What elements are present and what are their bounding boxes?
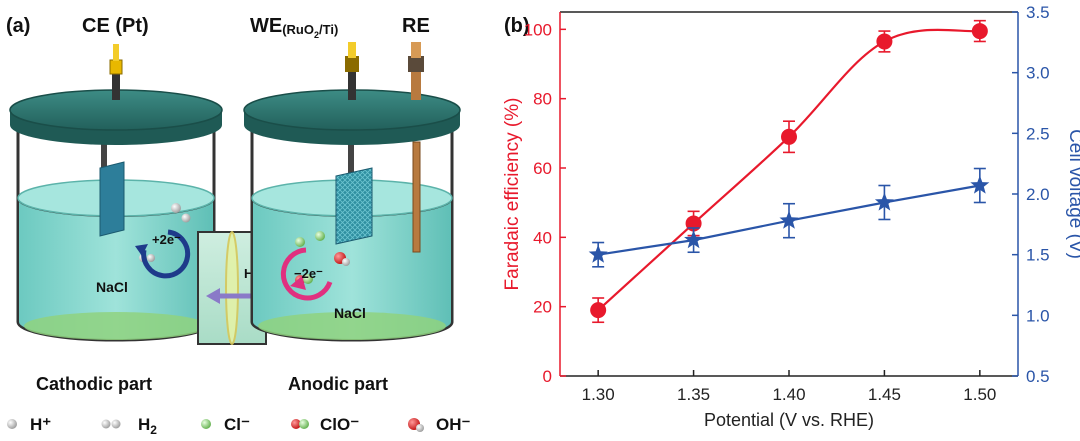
right-y-tick-label: 2.5 — [1026, 124, 1050, 143]
left-y-tick-label: 0 — [543, 367, 552, 386]
right-y-axis-label: Cell voltage (V) — [1065, 129, 1080, 259]
svg-text:ClO⁻: ClO⁻ — [320, 415, 359, 434]
cell-voltage-point — [588, 244, 608, 263]
cell-voltage-point — [779, 210, 799, 229]
cathode-electron-arrow — [141, 229, 191, 279]
h2-molecule-icon — [147, 254, 155, 262]
reference-electrode-label: RE — [402, 15, 430, 37]
anode-reaction-label: −2e⁻ — [294, 266, 323, 281]
right-y-tick-label: 0.5 — [1026, 367, 1050, 386]
nacl-label-cathode: NaCl — [96, 279, 128, 295]
cathode-reaction-label: +2e⁻ — [152, 232, 181, 247]
counter-electrode-label: CE (Pt) — [82, 15, 149, 37]
left-y-tick-label: 20 — [533, 298, 552, 317]
left-y-axis-label: Faradaic efficiency (%) — [502, 98, 523, 291]
legend-hydroxide: OH⁻ — [408, 415, 471, 434]
cell-voltage-point — [684, 230, 704, 249]
legend-h-plus: H⁺ — [7, 415, 51, 434]
cathodic-part-label: Cathodic part — [36, 374, 152, 394]
anodic-part-label: Anodic part — [288, 374, 388, 394]
faradaic-efficiency-line — [597, 28, 980, 311]
h-plus-icon — [7, 419, 17, 429]
right-y-tick-label: 3.0 — [1026, 64, 1050, 83]
x-tick-label: 1.45 — [868, 385, 901, 404]
left-y-tick-label: 100 — [524, 20, 552, 39]
left-y-tick-label: 40 — [533, 228, 552, 247]
legend-chloride: Cl⁻ — [201, 415, 250, 434]
hypochlorite-icon — [291, 419, 301, 429]
h2-molecule-icon — [101, 419, 111, 429]
svg-text:H⁺: H⁺ — [30, 415, 51, 434]
nacl-label-anode: NaCl — [334, 305, 366, 321]
faradaic-efficiency-point — [876, 33, 893, 50]
right-y-tick-label: 2.0 — [1026, 185, 1050, 204]
faradaic-efficiency-point — [590, 302, 607, 319]
h-plus-icon — [181, 213, 191, 223]
x-tick-label: 1.50 — [963, 385, 996, 404]
working-electrode-label: WE(RuO2/Ti) — [250, 15, 338, 40]
x-axis-label: Potential (V vs. RHE) — [704, 410, 874, 430]
chloride-icon — [201, 419, 211, 429]
legend-hypochlorite: ClO⁻ — [291, 415, 359, 434]
panel-a-label: (a) — [6, 15, 30, 37]
faradaic-efficiency-point — [781, 128, 797, 145]
anode-electron-arrow — [280, 247, 333, 301]
electrolysis-cell-diagram: (a) CE (Pt) WE(RuO2/Ti) RE +2e⁻ NaCl H⁺ — [6, 15, 471, 437]
left-y-tick-label: 60 — [533, 159, 552, 178]
faradaic-efficiency-point — [971, 23, 988, 40]
cell-voltage-point — [970, 175, 990, 194]
h-plus-icon — [171, 203, 181, 213]
x-tick-label: 1.40 — [772, 385, 805, 404]
svg-text:H2: H2 — [138, 415, 157, 437]
right-y-tick-label: 1.5 — [1026, 246, 1050, 265]
cell-voltage-point — [874, 192, 894, 211]
x-tick-label: 1.30 — [582, 385, 615, 404]
right-y-tick-label: 1.0 — [1026, 306, 1050, 325]
right-y-tick-label: 3.5 — [1026, 3, 1050, 22]
legend-h2: H2 — [101, 415, 157, 437]
x-tick-label: 1.35 — [677, 385, 710, 404]
chloride-icon — [315, 231, 325, 241]
left-y-tick-label: 80 — [533, 90, 552, 109]
cathodic-cell: +2e⁻ NaCl — [9, 44, 223, 342]
chloride-icon — [295, 237, 305, 247]
species-legend: H⁺ H2 Cl⁻ ClO⁻ OH⁻ — [7, 415, 471, 437]
svg-text:Cl⁻: Cl⁻ — [224, 415, 250, 434]
panel-b-label: (b) — [504, 15, 530, 37]
anodic-cell: −2e⁻ NaCl — [243, 42, 461, 342]
svg-text:OH⁻: OH⁻ — [436, 415, 471, 434]
